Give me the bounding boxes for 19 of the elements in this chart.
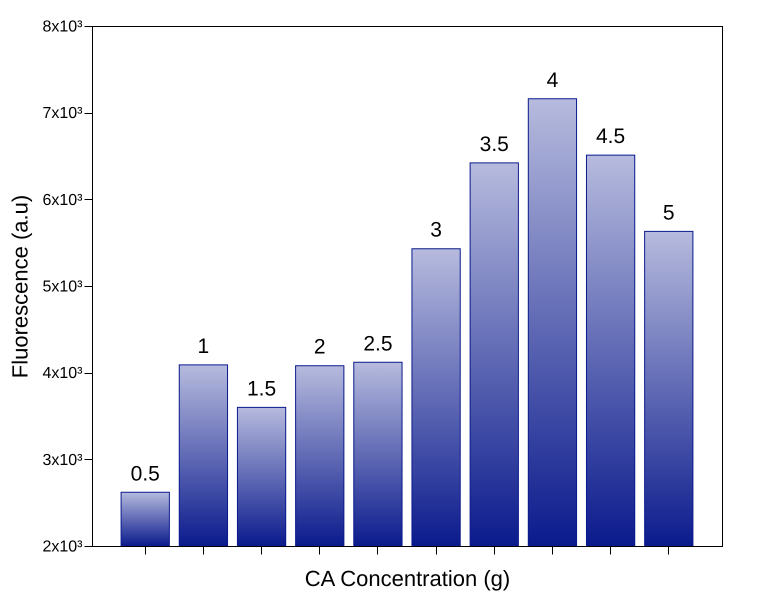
x-tick-label: 1 [198, 334, 210, 358]
y-tick-label: 7x10³ [42, 105, 84, 122]
x-tick-label: 3 [430, 218, 442, 242]
x-tick-label: 1.5 [246, 377, 276, 400]
x-tick-label: 2.5 [363, 332, 393, 356]
x-tick-label: 3.5 [480, 132, 509, 156]
y-tick-label: 8x10³ [42, 18, 84, 36]
x-tick-label: 2 [314, 336, 326, 359]
y-tick-label: 3x10³ [42, 452, 84, 469]
x-tick-label: 0.5 [130, 462, 160, 486]
y-tick-label: 5x10³ [42, 278, 84, 296]
x-tick-label: 5 [662, 201, 675, 224]
x-axis-title: CA Concentration (g) [304, 566, 510, 591]
y-axis-title: Fluorescence (a.u) [7, 194, 32, 378]
x-tick-label: 4.5 [596, 125, 626, 148]
y-tick-label: 6x10³ [42, 192, 84, 209]
x-tick-label: 4 [546, 68, 559, 92]
y-tick-label: 2x10³ [42, 538, 84, 556]
y-tick-label: 4x10³ [42, 365, 84, 382]
